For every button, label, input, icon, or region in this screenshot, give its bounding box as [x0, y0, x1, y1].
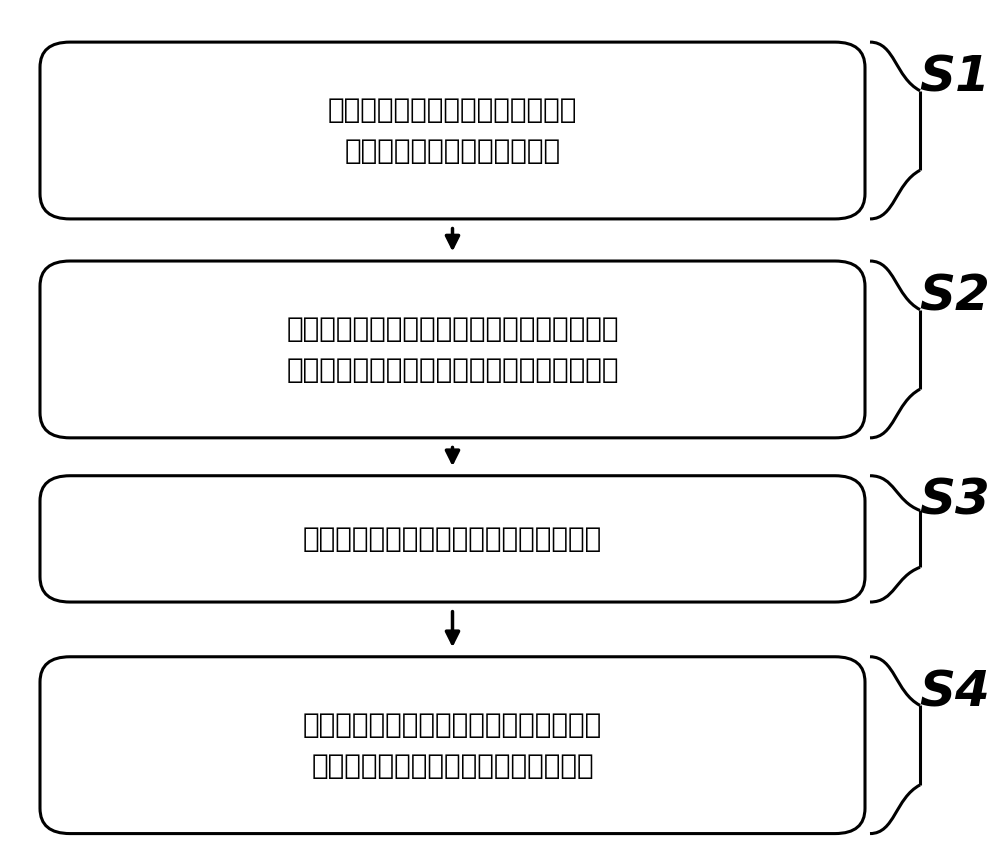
FancyBboxPatch shape: [40, 657, 865, 834]
Text: 停止灌装后利用测量导管抽液，使被灌装
容器内物料液位降至与管口平齐的高度: 停止灌装后利用测量导管抽液，使被灌装 容器内物料液位降至与管口平齐的高度: [303, 711, 602, 780]
Text: 进行灌装时，获取灌装物料达到被灌装容器中
管口所在高度后引起的测量导管内的压力变化: 进行灌装时，获取灌装物料达到被灌装容器中 管口所在高度后引起的测量导管内的压力变…: [286, 315, 619, 384]
FancyBboxPatch shape: [40, 476, 865, 602]
Text: S2: S2: [920, 272, 990, 321]
Text: 压力变化达到设定值后发出信号停止灌装: 压力变化达到设定值后发出信号停止灌装: [303, 525, 602, 553]
FancyBboxPatch shape: [40, 261, 865, 438]
Text: S4: S4: [920, 668, 990, 717]
FancyBboxPatch shape: [40, 42, 865, 219]
Text: 在被灌装容器内置入测量导管，管
口位于被灌装容器内指定高度: 在被灌装容器内置入测量导管，管 口位于被灌装容器内指定高度: [328, 96, 577, 165]
Text: S1: S1: [920, 53, 990, 102]
Text: S3: S3: [920, 477, 990, 525]
